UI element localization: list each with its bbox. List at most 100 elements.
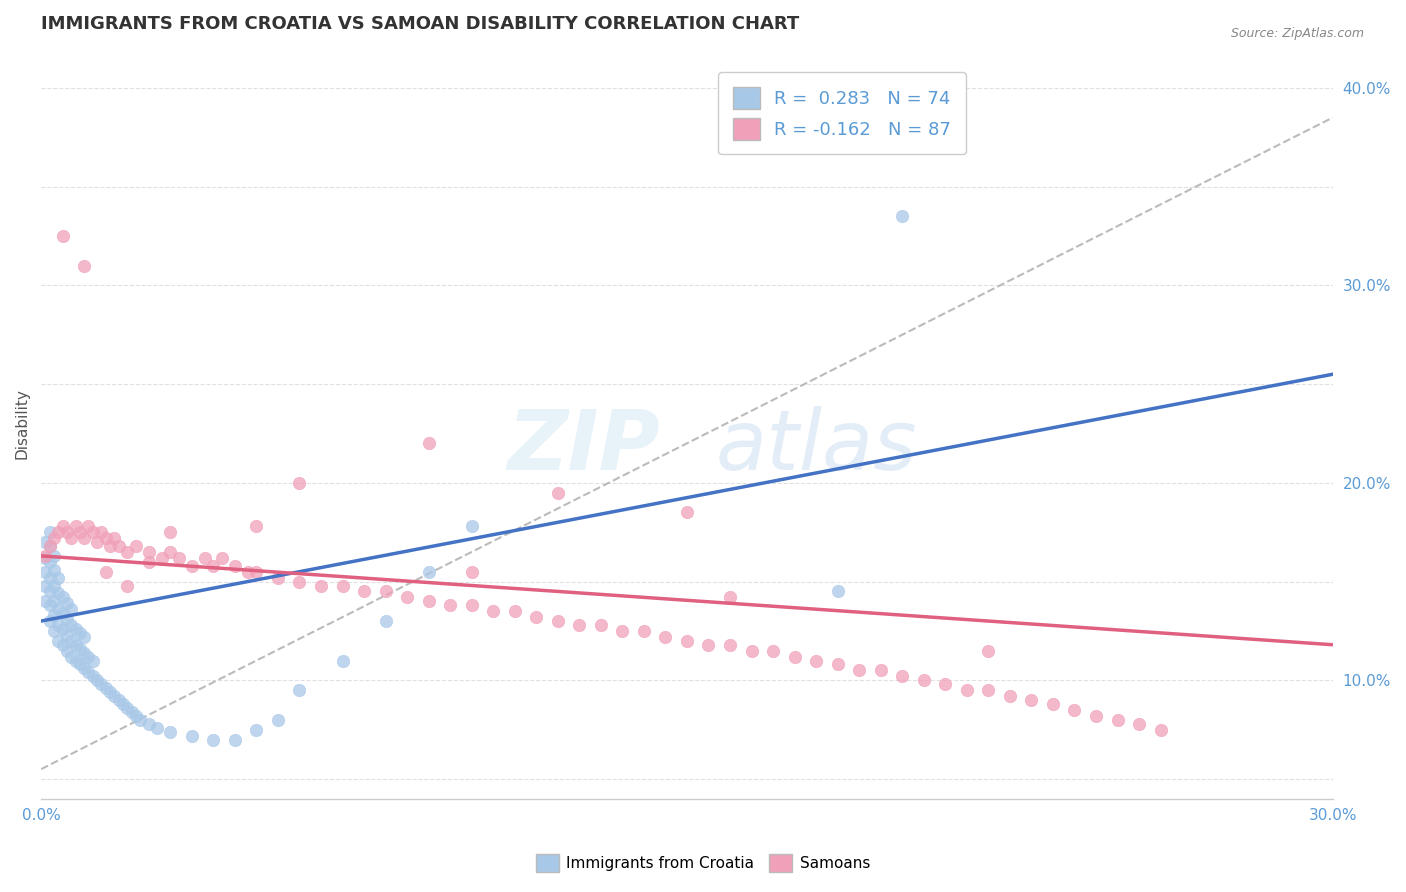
Point xyxy=(38,614,60,628)
Point xyxy=(783,649,806,664)
Point xyxy=(1149,723,1171,737)
Point xyxy=(38,555,60,569)
Point xyxy=(146,721,169,735)
Point xyxy=(56,643,79,657)
Point xyxy=(332,654,354,668)
Point xyxy=(236,565,259,579)
Point xyxy=(46,586,69,600)
Point xyxy=(503,604,526,618)
Point xyxy=(73,646,96,660)
Point xyxy=(46,525,69,540)
Point xyxy=(202,732,225,747)
Point xyxy=(353,584,375,599)
Point xyxy=(82,525,104,540)
Point xyxy=(211,550,233,565)
Point xyxy=(288,683,311,698)
Text: atlas: atlas xyxy=(716,406,917,487)
Point xyxy=(52,519,75,533)
Point xyxy=(202,558,225,573)
Point xyxy=(138,555,160,569)
Point xyxy=(194,550,217,565)
Point xyxy=(107,539,129,553)
Point xyxy=(60,633,83,648)
Point xyxy=(288,574,311,589)
Point xyxy=(60,602,83,616)
Point xyxy=(42,549,65,563)
Point xyxy=(34,594,56,608)
Point xyxy=(38,599,60,613)
Point xyxy=(69,657,91,672)
Point xyxy=(934,677,956,691)
Point xyxy=(718,591,741,605)
Point xyxy=(150,550,173,565)
Point xyxy=(998,689,1021,703)
Point xyxy=(34,550,56,565)
Point xyxy=(129,713,152,727)
Point xyxy=(180,729,202,743)
Point xyxy=(589,618,612,632)
Point xyxy=(612,624,634,638)
Point xyxy=(1063,703,1085,717)
Point xyxy=(138,716,160,731)
Point xyxy=(245,723,267,737)
Point xyxy=(38,525,60,540)
Point xyxy=(267,713,290,727)
Point xyxy=(115,578,138,592)
Point xyxy=(42,608,65,623)
Point xyxy=(103,531,125,545)
Point xyxy=(482,604,505,618)
Point xyxy=(38,571,60,585)
Point xyxy=(1042,697,1064,711)
Point xyxy=(956,683,979,698)
Point xyxy=(52,229,75,244)
Point xyxy=(60,618,83,632)
Point xyxy=(82,669,104,683)
Point xyxy=(77,519,100,533)
Point xyxy=(42,563,65,577)
Point xyxy=(42,594,65,608)
Point xyxy=(46,633,69,648)
Point xyxy=(52,591,75,605)
Point xyxy=(73,661,96,675)
Point xyxy=(38,539,60,553)
Text: Source: ZipAtlas.com: Source: ZipAtlas.com xyxy=(1230,27,1364,40)
Point xyxy=(46,618,69,632)
Y-axis label: Disability: Disability xyxy=(15,388,30,459)
Point xyxy=(115,545,138,559)
Point xyxy=(180,558,202,573)
Point xyxy=(332,578,354,592)
Point xyxy=(977,643,1000,657)
Point xyxy=(107,693,129,707)
Point xyxy=(56,525,79,540)
Point xyxy=(460,519,482,533)
Point xyxy=(46,571,69,585)
Point xyxy=(125,539,148,553)
Point xyxy=(94,531,117,545)
Point xyxy=(56,628,79,642)
Point xyxy=(159,724,181,739)
Point xyxy=(891,209,914,223)
Point xyxy=(418,594,440,608)
Point xyxy=(121,705,143,719)
Point xyxy=(56,612,79,626)
Point xyxy=(90,525,112,540)
Point xyxy=(224,732,246,747)
Point xyxy=(288,475,311,490)
Point xyxy=(94,681,117,696)
Point xyxy=(138,545,160,559)
Point xyxy=(159,525,181,540)
Point xyxy=(115,701,138,715)
Point xyxy=(418,436,440,450)
Point xyxy=(869,664,891,678)
Point xyxy=(38,539,60,553)
Point xyxy=(676,506,699,520)
Point xyxy=(396,591,419,605)
Point xyxy=(69,525,91,540)
Point xyxy=(98,539,121,553)
Point xyxy=(418,565,440,579)
Point xyxy=(718,638,741,652)
Point xyxy=(827,657,849,672)
Point xyxy=(82,654,104,668)
Point xyxy=(42,624,65,638)
Point xyxy=(697,638,720,652)
